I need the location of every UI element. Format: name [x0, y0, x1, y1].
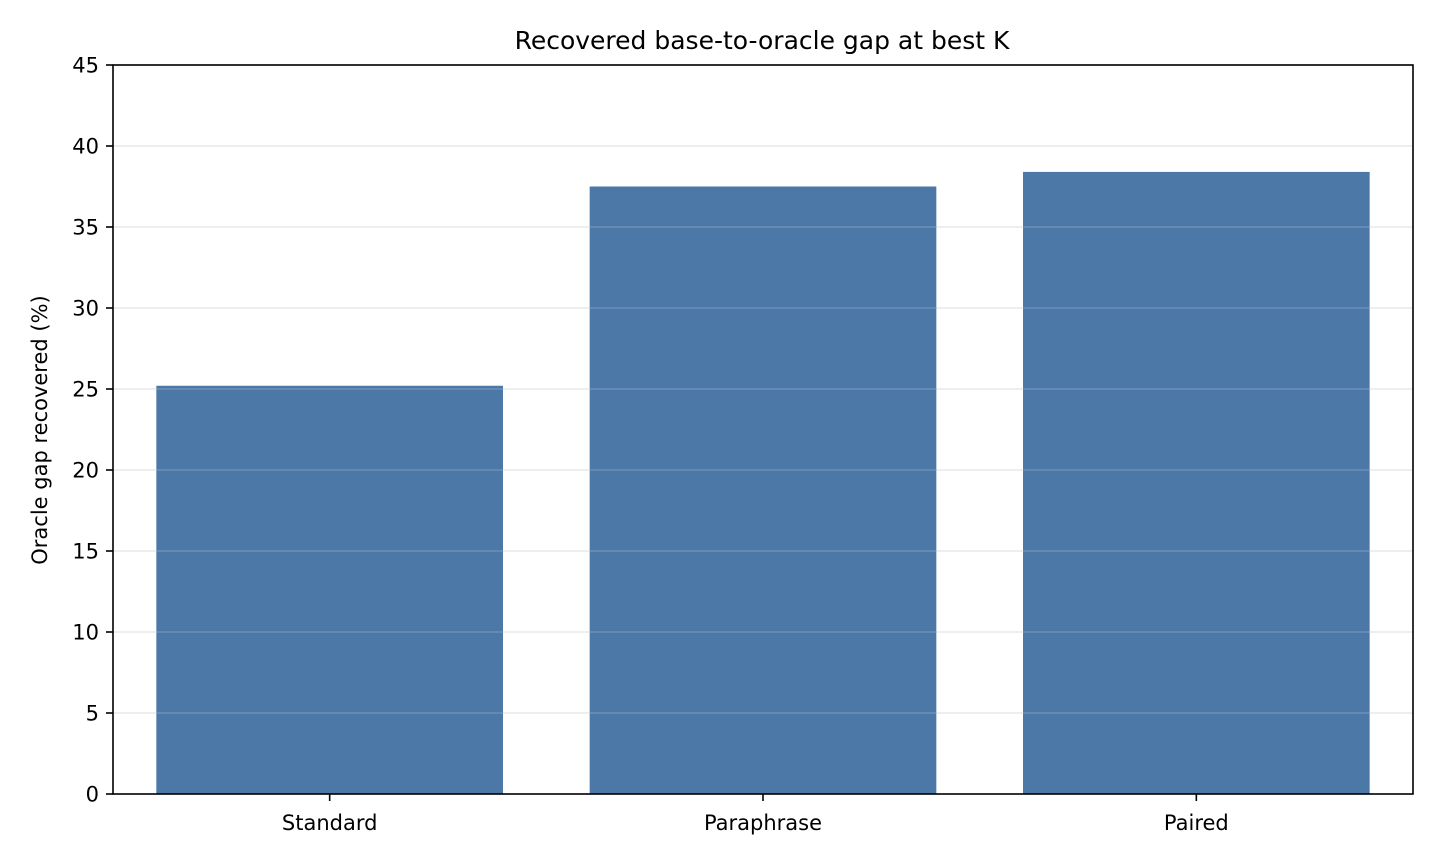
y-tick-label-8: 40 — [72, 135, 99, 159]
x-tick-label-paired: Paired — [1164, 811, 1229, 835]
axes: 0 5 10 15 20 25 30 35 40 45 Standard Paraphrase Pair… — [72, 54, 1414, 835]
x-tick-label-standard: Standard — [282, 811, 378, 835]
bars — [113, 64, 1413, 795]
y-tick-label-9: 45 — [72, 54, 99, 78]
chart-title: Recovered base-to-oracle gap at best K — [515, 26, 1010, 55]
y-tick-label-0: 0 — [86, 783, 99, 807]
y-tick-label-1: 5 — [86, 702, 99, 726]
y-tick-label-5: 25 — [72, 378, 99, 402]
y-tick-label-3: 15 — [72, 540, 99, 564]
y-axis-label: Oracle gap recovered (%) — [28, 295, 52, 564]
y-tick-label-7: 35 — [72, 216, 99, 240]
bar-paraphrase — [589, 186, 937, 794]
bar-paired — [1023, 171, 1370, 795]
bar-standard — [156, 385, 504, 794]
y-tick-label-4: 20 — [72, 459, 99, 483]
y-tick-label-2: 10 — [72, 621, 99, 645]
x-tick-label-paraphrase: Paraphrase — [704, 811, 822, 835]
y-tick-label-6: 30 — [72, 297, 99, 321]
